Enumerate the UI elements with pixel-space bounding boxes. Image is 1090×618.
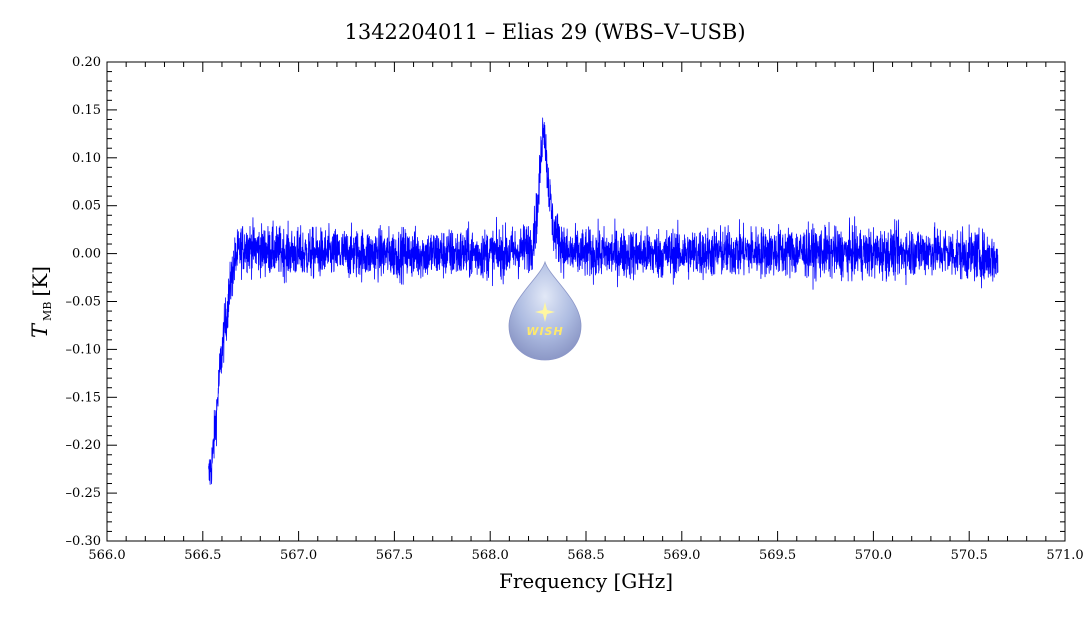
y-tick-label: –0.05	[66, 295, 101, 310]
y-tick-label: –0.25	[66, 486, 101, 501]
x-tick-label: 570.0	[855, 548, 892, 563]
x-tick-label: 568.5	[567, 548, 604, 563]
series-line	[208, 117, 999, 485]
y-tick-label: –0.30	[66, 534, 101, 549]
x-tick-label: 567.5	[376, 548, 413, 563]
y-tick-label: 0.10	[72, 151, 101, 166]
x-tick-label: 569.0	[663, 548, 700, 563]
y-tick-label: 0.05	[72, 199, 101, 214]
y-axis-label-main: T	[28, 322, 52, 338]
x-tick-label: 570.5	[951, 548, 988, 563]
y-tick-label: 0.15	[72, 103, 101, 118]
x-tick-label: 567.0	[280, 548, 317, 563]
y-tick-label: 0.20	[72, 55, 101, 70]
y-axis-label-sub: MB	[41, 302, 54, 321]
y-axis-label: TMB [K]	[28, 266, 54, 338]
x-tick-labels: 566.0 566.5 567.0 567.5 568.0 568.5 569.0 569.5…	[88, 548, 1083, 563]
plot-frame	[106, 61, 1066, 542]
y-axis-label-unit: [K]	[28, 266, 52, 297]
axis-ticks	[106, 61, 1066, 542]
y-tick-label: –0.15	[66, 390, 101, 405]
y-tick-labels: 0.20 0.15 0.10 0.05 0.00 –0.05 –0.10 –0.15 –0.20…	[66, 55, 101, 549]
x-tick-label: 571.0	[1046, 548, 1083, 563]
x-tick-label: 569.5	[759, 548, 796, 563]
x-tick-label: 568.0	[472, 548, 509, 563]
logo-text: WISH	[526, 325, 563, 338]
y-tick-label: 0.00	[72, 247, 101, 262]
wish-logo: WISH	[508, 260, 582, 361]
x-axis-label: Frequency [GHz]	[499, 569, 673, 593]
star-icon	[535, 302, 555, 322]
x-tick-label: 566.0	[88, 548, 125, 563]
plot-area	[208, 117, 999, 485]
y-tick-label: –0.10	[66, 342, 101, 357]
x-tick-label: 566.5	[184, 548, 221, 563]
y-tick-label: –0.20	[66, 438, 101, 453]
chart-title: 1342204011 – Elias 29 (WBS–V–USB)	[344, 20, 745, 44]
